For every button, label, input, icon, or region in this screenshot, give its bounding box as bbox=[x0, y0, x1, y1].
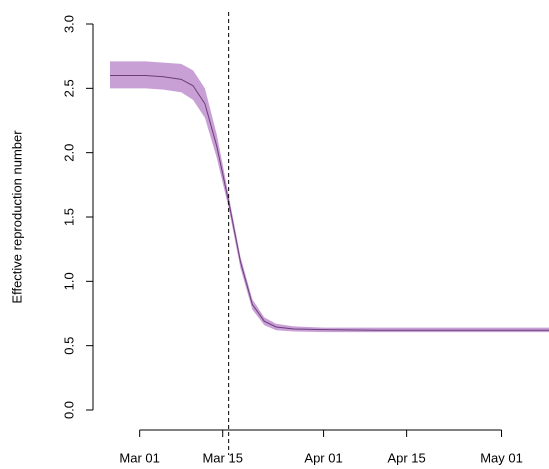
confidence-band bbox=[110, 61, 549, 333]
x-tick-label: Apr 01 bbox=[304, 450, 342, 465]
x-tick-label: Apr 15 bbox=[387, 450, 425, 465]
x-tick-label: May 01 bbox=[480, 450, 523, 465]
y-tick-label: 1.0 bbox=[61, 272, 76, 290]
y-tick-label: 0.0 bbox=[61, 401, 76, 419]
y-axis-label: Effective reproduction number bbox=[9, 130, 24, 304]
y-tick-label: 1.5 bbox=[61, 208, 76, 226]
y-tick-label: 2.5 bbox=[61, 79, 76, 97]
line bbox=[110, 74, 549, 331]
x-tick-label: Mar 01 bbox=[119, 450, 159, 465]
y-tick-label: 3.0 bbox=[61, 15, 76, 33]
y-tick-label: 0.5 bbox=[61, 337, 76, 355]
y-tick-label: 2.0 bbox=[61, 144, 76, 162]
x-tick-label: Mar 15 bbox=[202, 450, 242, 465]
